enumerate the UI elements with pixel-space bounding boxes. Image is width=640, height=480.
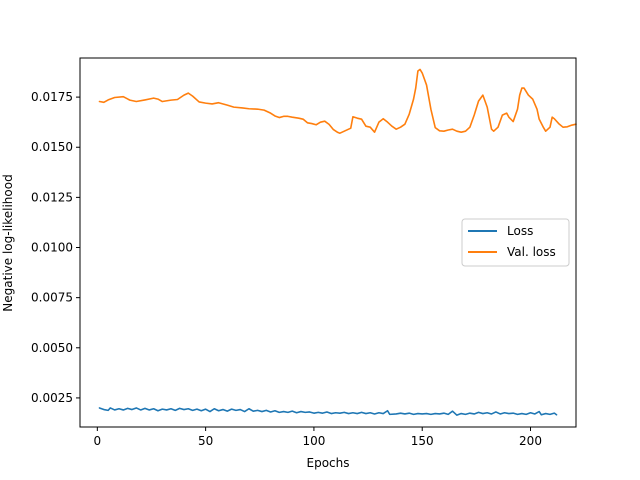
x-axis-ticks: 0 50 100 150 200 bbox=[94, 427, 542, 448]
y-axis-ticks: 0.0025 0.0050 0.0075 0.0100 0.0125 0.0150 0.01… bbox=[31, 90, 80, 405]
series-line-val-loss bbox=[98, 68, 577, 134]
y-tick-label: 0.0100 bbox=[31, 241, 73, 255]
x-tick-label: 50 bbox=[198, 434, 213, 448]
y-tick-label: 0.0150 bbox=[31, 140, 73, 154]
y-tick-label: 0.0025 bbox=[31, 391, 73, 405]
series-layer bbox=[98, 68, 577, 416]
y-axis-label: Negative log-likelihood bbox=[1, 174, 15, 311]
plot-frame bbox=[79, 57, 577, 428]
x-tick-label: 0 bbox=[94, 434, 102, 448]
legend: Loss Val. loss bbox=[461, 218, 570, 267]
x-tick-label: 200 bbox=[519, 434, 542, 448]
legend-label-val-loss: Val. loss bbox=[507, 245, 556, 259]
x-tick-label: 100 bbox=[302, 434, 325, 448]
legend-label-loss: Loss bbox=[507, 224, 533, 238]
x-axis-label: Epochs bbox=[307, 456, 350, 470]
y-tick-label: 0.0125 bbox=[31, 190, 73, 204]
y-tick-label: 0.0050 bbox=[31, 341, 73, 355]
y-tick-label: 0.0075 bbox=[31, 291, 73, 305]
series-line-loss bbox=[98, 407, 558, 416]
x-tick-label: 150 bbox=[411, 434, 434, 448]
y-tick-label: 0.0175 bbox=[31, 90, 73, 104]
